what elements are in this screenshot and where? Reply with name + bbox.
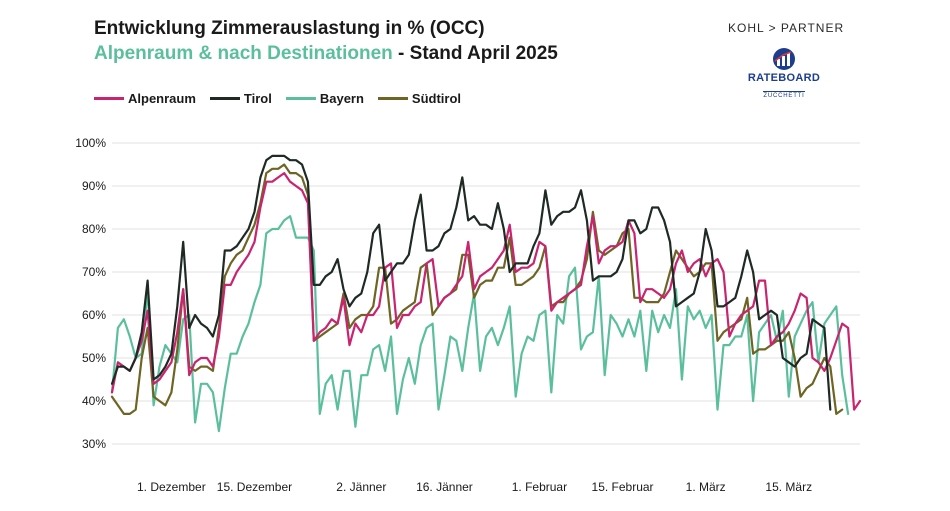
y-tick-label: 90% [82,179,106,193]
y-tick-label: 40% [82,394,106,408]
y-tick-label: 60% [82,308,106,322]
x-tick-label: 16. Jänner [416,480,473,494]
x-tick-label: 15. März [765,480,812,494]
series-line-suedtirol [110,163,844,415]
chart-title: Entwicklung Zimmerauslastung in % (OCC) [94,18,485,39]
y-tick-label: 30% [82,437,106,451]
rateboard-icon [773,48,795,70]
legend-swatch-suedtirol [377,97,408,100]
subtitle-date: - Stand April 2025 [392,43,558,64]
x-tick-label: 1. Dezember [137,480,206,494]
legend-label-alpenraum: Alpenraum [128,91,196,106]
rateboard-logo: RATEBOARD ZUCCHETTI [745,47,823,115]
legend-item-alpenraum: Alpenraum [94,91,196,106]
legend-label-bayern: Bayern [319,91,364,106]
y-tick-label: 50% [82,351,106,365]
series-line-bayern [110,215,850,433]
legend-label-suedtirol: Südtirol [411,91,462,106]
legend-swatch-alpenraum [94,97,124,100]
y-tick-label: 80% [82,222,106,236]
chart-subtitle: Alpenraum & nach Destinationen - Stand A… [94,43,558,65]
legend-label-tirol: Tirol [243,91,272,106]
y-tick-label: 100% [75,136,106,150]
x-tick-label: 2. Jänner [336,480,386,494]
zucchetti-logo-text: ZUCCHETTI [763,91,805,99]
x-tick-label: 15. Februar [592,480,654,494]
legend-item-tirol: Tirol [209,91,272,106]
x-tick-label: 1. März [686,480,726,494]
series-line-alpenraum [110,172,862,411]
legend-item-suedtirol: Südtirol [377,91,462,106]
series-line-tirol [110,154,832,411]
x-tick-label: 1. Februar [512,480,567,494]
chart-legend: Alpenraum Tirol Bayern Südtirol [94,91,461,106]
brand-logo-kohl-partner: KOHL > PARTNER [728,21,845,35]
x-tick-label: 15. Dezember [217,480,292,494]
subtitle-region: Alpenraum & nach Destinationen [94,43,393,64]
legend-swatch-tirol [209,97,240,100]
y-tick-label: 70% [82,265,106,279]
legend-swatch-bayern [285,97,316,100]
rateboard-logo-text: RATEBOARD [747,72,821,84]
legend-item-bayern: Bayern [285,91,364,106]
